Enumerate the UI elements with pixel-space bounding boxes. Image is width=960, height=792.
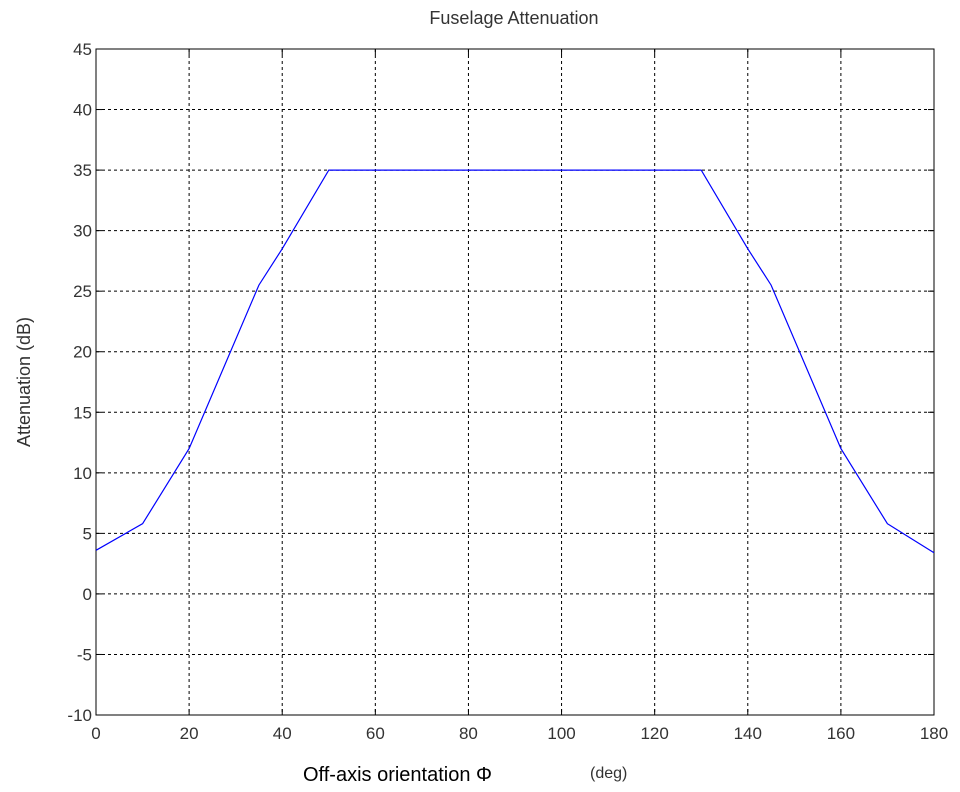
y-tick-label-0: 0 [83, 585, 92, 604]
y-tick-label--5: -5 [77, 645, 92, 664]
x-tick-labels: 0 20 40 60 80 100 120 140 160 180 [91, 724, 948, 743]
x-tick-label-160: 160 [827, 724, 855, 743]
x-tick-label-40: 40 [273, 724, 292, 743]
axis-ticks [95, 48, 935, 716]
y-tick-label-35: 35 [73, 161, 92, 180]
attenuation-series-line [95, 169, 935, 554]
y-tick-label-45: 45 [73, 40, 92, 59]
x-tick-label-0: 0 [91, 724, 100, 743]
grid-lines [96, 49, 934, 715]
x-tick-label-60: 60 [366, 724, 385, 743]
x-axis-label-text: Off-axis orientation Φ [303, 764, 492, 786]
x-tick-label-120: 120 [640, 724, 668, 743]
y-tick-label-20: 20 [73, 343, 92, 362]
x-axis-label: Off-axis orientation Φ (deg) [303, 764, 627, 786]
x-axis-label-unit: (deg) [590, 765, 627, 782]
y-axis-label: Attenuation (dB) [14, 317, 34, 447]
chart-title: Fuselage Attenuation [429, 8, 598, 28]
y-tick-label-5: 5 [83, 524, 92, 543]
y-tick-label-10: 10 [73, 464, 92, 483]
x-tick-label-20: 20 [180, 724, 199, 743]
x-tick-label-180: 180 [920, 724, 948, 743]
y-tick-label-30: 30 [73, 222, 92, 241]
y-tick-label--10: -10 [67, 706, 92, 725]
y-tick-label-40: 40 [73, 101, 92, 120]
x-tick-label-100: 100 [547, 724, 575, 743]
x-tick-label-140: 140 [734, 724, 762, 743]
plot-area-frame [95, 48, 935, 716]
y-tick-label-25: 25 [73, 282, 92, 301]
x-tick-label-80: 80 [459, 724, 478, 743]
y-tick-labels: -10 -5 0 5 10 15 20 25 30 35 40 45 [67, 40, 92, 725]
y-tick-label-15: 15 [73, 403, 92, 422]
